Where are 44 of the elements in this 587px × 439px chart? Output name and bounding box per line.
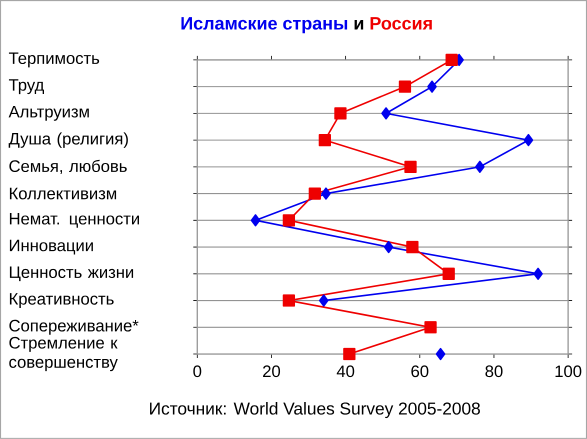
point	[533, 268, 543, 280]
point	[321, 187, 331, 200]
x-tick-label: 80	[485, 365, 503, 378]
point	[334, 107, 347, 120]
point	[381, 107, 391, 120]
x-tick-label: 100	[556, 365, 582, 378]
text: Исламские страны	[181, 17, 348, 34]
x-tick-label: 60	[411, 365, 428, 378]
y-tick-label: Немат. ценности	[10, 213, 139, 228]
chart-title: и	[354, 20, 364, 30]
point	[404, 160, 417, 174]
y-tick-label: Труд	[8, 79, 44, 94]
y-tick-label: Альтруизм	[8, 106, 89, 121]
series-label: Россия	[370, 17, 432, 30]
y-tick-label: Коллективизм	[10, 188, 116, 200]
x-tick-label: 20	[263, 365, 280, 378]
y-tick-label: Сопереживание*	[9, 320, 138, 335]
text: Источник: World Values Survey 2005-2008	[150, 402, 480, 418]
y-tick-label: Терпимость	[8, 52, 100, 68]
point	[446, 54, 458, 66]
point	[424, 321, 437, 334]
point	[343, 348, 356, 360]
y-tick-label: Креативность	[10, 293, 114, 308]
point	[318, 294, 329, 307]
point	[427, 80, 437, 93]
point	[398, 80, 412, 93]
point	[436, 348, 446, 360]
x-tick-label: 0	[193, 365, 202, 378]
point	[282, 294, 296, 307]
x-tick-label: 40	[336, 365, 354, 378]
point	[524, 134, 534, 146]
y-tick-label: Семья, любовь	[9, 160, 127, 174]
point	[475, 160, 485, 174]
point	[318, 134, 331, 146]
y-tick-label: Душа (религия)	[8, 132, 128, 148]
point	[406, 240, 419, 254]
y-tick-label: Ценность жизни	[10, 266, 134, 282]
point	[250, 214, 260, 226]
point	[282, 214, 296, 226]
y-tick-label: Инновации	[10, 240, 93, 254]
point	[384, 240, 394, 254]
point	[308, 187, 321, 200]
point	[442, 268, 455, 280]
y-tick-label: Стремление к совершенству	[9, 336, 118, 372]
